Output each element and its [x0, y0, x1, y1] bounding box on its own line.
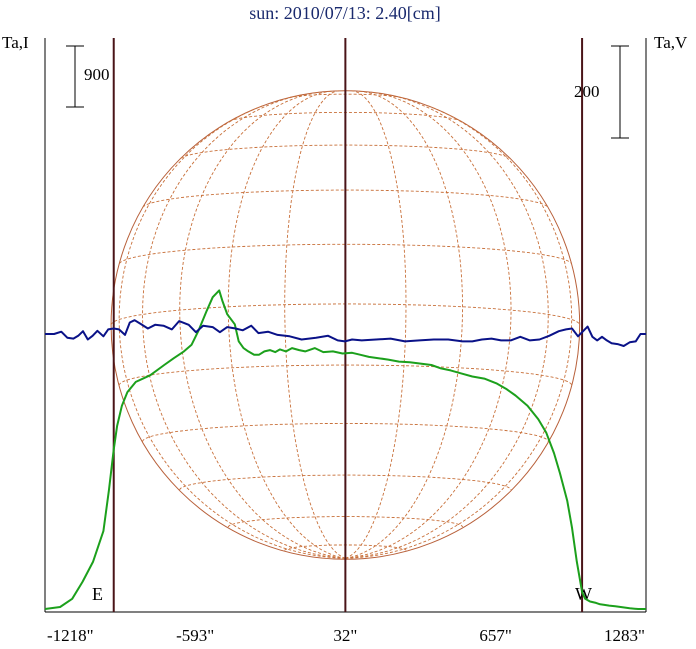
left-scale-bar-label: 900 — [84, 65, 110, 84]
series-line-ta-i — [44, 289, 646, 610]
longitude-line-8 — [345, 91, 512, 559]
longitude-line-6 — [345, 90, 407, 559]
east-limb-label: E — [92, 584, 103, 604]
left-axis-label: Ta,I — [2, 33, 29, 52]
left-scale-bar — [66, 45, 84, 108]
longitude-line-0 — [118, 104, 346, 559]
x-tick-label-1: -593" — [176, 626, 214, 645]
x-tick-label-2: 32" — [333, 626, 357, 645]
x-tick-label-4: 1283" — [604, 626, 645, 645]
series-group — [44, 289, 646, 610]
latitude-line-1 — [227, 516, 463, 528]
x-tick-label-3: 657" — [479, 626, 511, 645]
latitude-line-7 — [142, 189, 549, 208]
series-line-ta-v — [45, 319, 646, 347]
longitude-line-4 — [284, 90, 346, 559]
limb-lines-group — [112, 38, 584, 612]
longitude-line-3 — [227, 90, 346, 559]
right-scale-bar-label: 200 — [574, 82, 600, 101]
right-scale-bar — [611, 45, 629, 139]
x-tick-labels-group: -1218" -593" 32" 657" 1283" — [47, 626, 645, 645]
right-axis-label: Ta,V — [654, 33, 688, 52]
x-tick-label-0: -1218" — [47, 626, 94, 645]
latitude-line-6 — [119, 243, 572, 264]
longitude-line-9 — [345, 94, 549, 559]
longitude-line-10 — [345, 104, 573, 559]
chart-title: sun: 2010/07/13: 2.40[cm] — [249, 3, 441, 23]
longitude-line-1 — [142, 94, 346, 559]
longitude-line-2 — [179, 91, 346, 559]
